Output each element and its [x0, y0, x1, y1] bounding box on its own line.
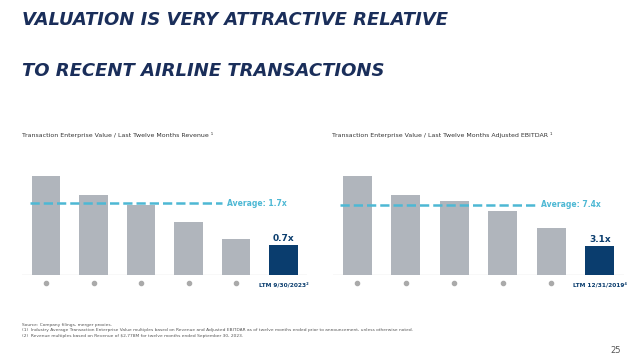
Bar	[391, 195, 420, 275]
Bar	[127, 205, 156, 275]
Text: LTM 12/31/2019⁴: LTM 12/31/2019⁴	[573, 282, 627, 287]
Text: 25: 25	[611, 346, 621, 355]
Bar	[536, 228, 566, 275]
Bar	[342, 176, 372, 275]
Text: TO RECENT AIRLINE TRANSACTIONS: TO RECENT AIRLINE TRANSACTIONS	[22, 62, 385, 80]
Text: Average: 1.7x: Average: 1.7x	[227, 199, 286, 208]
Bar	[222, 239, 250, 275]
Text: Source: Company filings, merger proxies.
(1)  Industry Average Transaction Enter: Source: Company filings, merger proxies.…	[22, 323, 413, 338]
Bar	[32, 176, 60, 275]
Bar	[488, 211, 517, 275]
Text: Transaction Enterprise Value / Last Twelve Months Adjusted EBITDAR ¹: Transaction Enterprise Value / Last Twel…	[333, 132, 553, 138]
Text: 0.7x: 0.7x	[273, 234, 294, 243]
Bar	[269, 246, 298, 275]
Text: Transaction Enterprise Value / Last Twelve Months Revenue ¹: Transaction Enterprise Value / Last Twel…	[22, 132, 213, 138]
Text: ATTRACTIVE VALUATION ON REVENUE BASIS...: ATTRACTIVE VALUATION ON REVENUE BASIS...	[65, 110, 264, 119]
Text: 3.1x: 3.1x	[589, 235, 611, 244]
Bar	[174, 222, 203, 275]
Text: Average: 7.4x: Average: 7.4x	[541, 201, 601, 210]
Text: LTM 9/30/2023²: LTM 9/30/2023²	[259, 282, 308, 287]
Bar	[585, 246, 614, 275]
Bar	[440, 201, 468, 275]
Text: VALUATION IS VERY ATTRACTIVE RELATIVE: VALUATION IS VERY ATTRACTIVE RELATIVE	[22, 11, 448, 29]
Bar	[79, 195, 108, 275]
Text: ...AND EBITDAR BASIS: ...AND EBITDAR BASIS	[431, 110, 526, 119]
